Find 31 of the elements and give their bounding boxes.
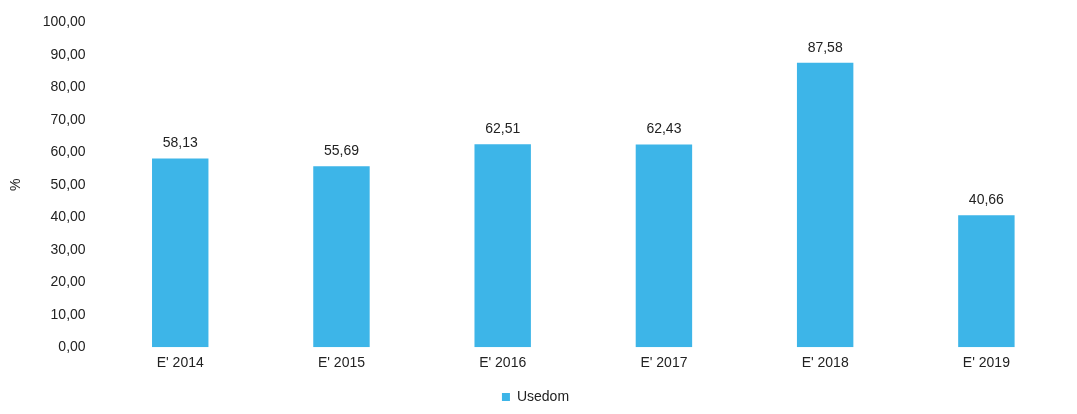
- bar: [958, 215, 1015, 348]
- data-label: 62,43: [646, 120, 682, 137]
- y-tick-label: 70,00: [50, 110, 86, 127]
- x-tick-label: E' 2018: [801, 354, 849, 371]
- x-tick-label: E' 2016: [479, 354, 527, 371]
- y-tick-label: 100,00: [42, 13, 86, 30]
- x-tick-label: E' 2019: [962, 354, 1011, 371]
- bar: [796, 62, 854, 348]
- y-tick-label: 80,00: [50, 78, 86, 95]
- legend-label: Usedom: [516, 387, 570, 404]
- y-tick-label: 0,00: [58, 338, 86, 355]
- x-tick-label: E' 2014: [156, 354, 204, 371]
- data-label: 87,58: [807, 38, 843, 55]
- y-tick-label: 20,00: [50, 273, 86, 290]
- data-label: 58,13: [162, 134, 198, 151]
- bar: [313, 166, 370, 348]
- y-tick-label: 30,00: [50, 240, 86, 257]
- data-label: 62,51: [485, 120, 521, 137]
- x-tick-label: E' 2015: [317, 354, 366, 371]
- y-tick-label: 40,00: [50, 208, 86, 225]
- bar: [152, 158, 209, 348]
- y-axis-title: %: [7, 178, 24, 192]
- data-label: 55,69: [323, 142, 360, 159]
- y-tick-label: 90,00: [50, 45, 86, 62]
- y-tick-label: 10,00: [50, 305, 86, 322]
- bar: [474, 144, 531, 348]
- bar: [635, 144, 693, 348]
- y-tick-label: 50,00: [50, 175, 86, 192]
- y-tick-label: 60,00: [50, 143, 86, 160]
- x-tick-label: E' 2017: [640, 354, 688, 371]
- data-label: 40,66: [968, 191, 1005, 207]
